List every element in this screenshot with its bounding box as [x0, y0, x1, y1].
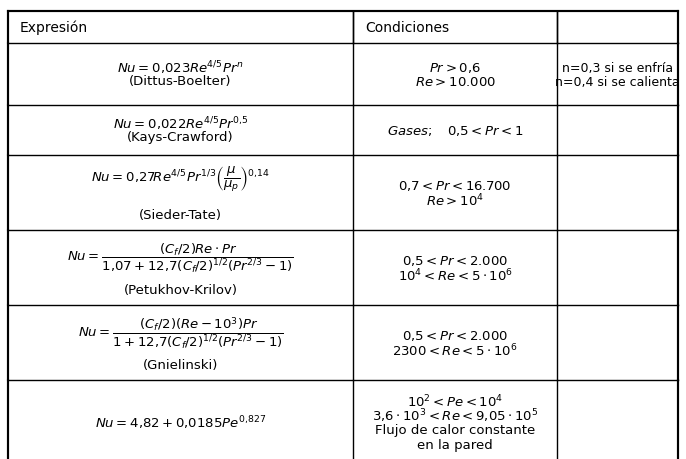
Text: (Sieder-Tate): (Sieder-Tate) — [139, 208, 222, 222]
Text: $Nu = 4{,}82 + 0{,}0185Pe^{0{,}827}$: $Nu = 4{,}82 + 0{,}0185Pe^{0{,}827}$ — [95, 414, 266, 431]
Text: $10^{4} < Re < 5 \cdot 10^{6}$: $10^{4} < Re < 5 \cdot 10^{6}$ — [398, 267, 513, 284]
Text: $\mathit{Gases};\quad 0{,}5 < Pr < 1$: $\mathit{Gases};\quad 0{,}5 < Pr < 1$ — [387, 124, 523, 138]
Text: n=0,3 si se enfría: n=0,3 si se enfría — [562, 62, 673, 74]
Text: $Nu = 0{,}27Re^{4/5}Pr^{1/3}\left(\dfrac{\mu}{\mu_p}\right)^{0{,}14}$: $Nu = 0{,}27Re^{4/5}Pr^{1/3}\left(\dfrac… — [91, 165, 270, 194]
Text: (Gnielinski): (Gnielinski) — [143, 358, 218, 371]
Text: $Re > 10.000$: $Re > 10.000$ — [415, 76, 496, 89]
Text: $Nu = 0{,}022Re^{4/5}Pr^{0{,}5}$: $Nu = 0{,}022Re^{4/5}Pr^{0{,}5}$ — [113, 116, 248, 133]
Text: n=0,4 si se calienta: n=0,4 si se calienta — [556, 75, 680, 88]
Text: $2300 < Re < 5 \cdot 10^{6}$: $2300 < Re < 5 \cdot 10^{6}$ — [392, 341, 518, 358]
Text: $Nu = \dfrac{(C_f/2)(Re-10^{3})Pr}{1 + 12{,}7(C_f/2)^{1/2}(Pr^{2/3}-1)}$: $Nu = \dfrac{(C_f/2)(Re-10^{3})Pr}{1 + 1… — [78, 315, 283, 351]
Text: $0{,}5 < Pr < 2.000$: $0{,}5 < Pr < 2.000$ — [402, 254, 508, 268]
Text: Condiciones: Condiciones — [365, 21, 449, 35]
Text: $3{,}6 \cdot 10^{3} < Re < 9{,}05 \cdot 10^{5}$: $3{,}6 \cdot 10^{3} < Re < 9{,}05 \cdot … — [372, 407, 539, 424]
Text: $Re > 10^{4}$: $Re > 10^{4}$ — [426, 192, 484, 208]
Text: $0{,}5 < Pr < 2.000$: $0{,}5 < Pr < 2.000$ — [402, 329, 508, 342]
Text: Expresión: Expresión — [20, 21, 88, 35]
Text: (Kays-Crawford): (Kays-Crawford) — [127, 131, 234, 144]
Text: $0{,}7 < Pr < 16.700$: $0{,}7 < Pr < 16.700$ — [399, 179, 512, 193]
Text: en la pared: en la pared — [417, 438, 493, 451]
Text: $10^{2} < Pe < 10^{4}$: $10^{2} < Pe < 10^{4}$ — [407, 392, 504, 409]
Text: $Nu = \dfrac{(C_f/2)Re \cdot Pr}{1{,}07 + 12{,}7(C_f/2)^{1/2}(Pr^{2/3}-1)}$: $Nu = \dfrac{(C_f/2)Re \cdot Pr}{1{,}07 … — [67, 241, 294, 274]
Text: Flujo de calor constante: Flujo de calor constante — [375, 423, 535, 437]
Text: (Petukhov-Krilov): (Petukhov-Krilov) — [123, 283, 237, 297]
Text: $Pr > 0{,}6$: $Pr > 0{,}6$ — [429, 61, 481, 75]
Text: $Nu = 0{,}023Re^{4/5}Pr^{n}$: $Nu = 0{,}023Re^{4/5}Pr^{n}$ — [117, 60, 244, 77]
Text: (Dittus-Boelter): (Dittus-Boelter) — [129, 75, 232, 88]
